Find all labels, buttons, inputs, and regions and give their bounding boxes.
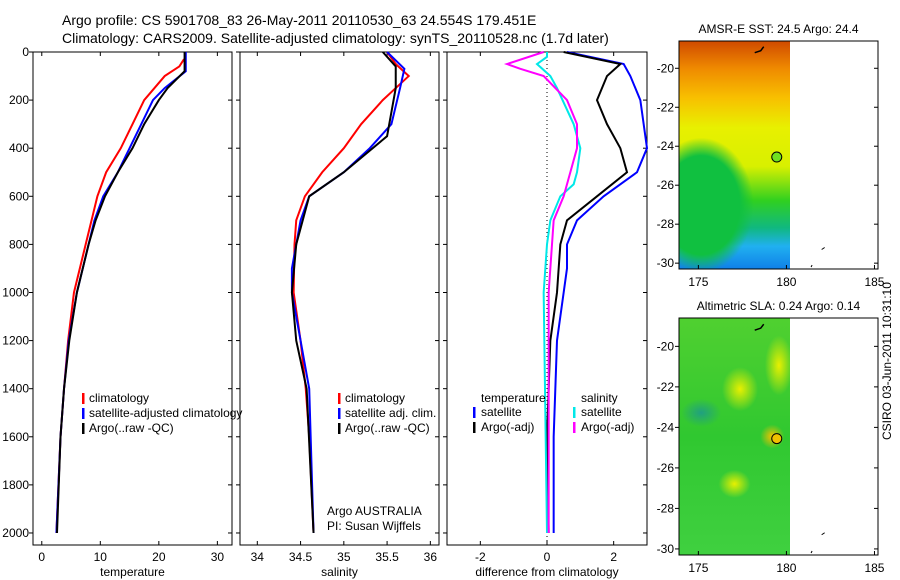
legend-swatch [473, 407, 476, 418]
x-tick-label: 35.5 [375, 550, 399, 564]
map-frame [678, 317, 879, 556]
y-tick-label: -20 [657, 339, 675, 353]
legend-entry: satellite [581, 405, 622, 419]
annotation-text: PI: Susan Wijffels [327, 519, 421, 533]
legend-swatch [338, 423, 341, 434]
island-outline [821, 247, 825, 250]
y-tick-label: -28 [657, 501, 675, 515]
y-tick-label: -20 [657, 61, 675, 75]
legend-entry: climatology [89, 391, 149, 405]
argo-position-marker [771, 151, 783, 163]
legend-entry: Argo(..raw -QC) [345, 421, 430, 435]
y-tick-label: -26 [657, 461, 675, 475]
series-line-blue [55, 52, 187, 534]
series-line-black [290, 51, 397, 534]
island-outline [754, 46, 765, 54]
legend-entry: satellite adj. clim. [345, 406, 436, 420]
legend-entry: satellite-adjusted climatology [89, 406, 242, 420]
x-axis-label: difference from climatology [475, 565, 618, 579]
series-line-cyan [535, 52, 582, 533]
y-tick-label: -24 [657, 420, 675, 434]
map-frame [678, 40, 879, 270]
series-line-black [55, 52, 186, 534]
legend-header-temperature: temperature [481, 391, 546, 405]
legend-swatch [473, 422, 476, 433]
y-tick-label: 0 [22, 45, 29, 59]
x-tick-label: 35 [337, 550, 351, 564]
side-label: CSIRO 03-Jun-2011 10:31:10 [880, 282, 894, 440]
legend-swatch [82, 408, 85, 419]
x-tick-label: 34 [251, 550, 265, 564]
legend-swatch [82, 423, 85, 434]
series-line-blue [552, 51, 649, 533]
plot-frame [32, 51, 233, 546]
legend-swatch [338, 408, 341, 419]
plot-frame [239, 51, 440, 546]
legend-entry: satellite [481, 405, 522, 419]
map-title: AMSR-E SST: 24.5 Argo: 24.4 [698, 22, 858, 36]
island-outline [810, 550, 813, 554]
y-tick-label: -28 [657, 217, 675, 231]
y-tick-label: 600 [9, 189, 29, 203]
y-tick-label: 800 [9, 237, 29, 251]
sst-map-image [679, 41, 790, 269]
series-line-black [545, 51, 629, 533]
island-outline [810, 264, 813, 268]
x-tick-label: 175 [688, 561, 708, 575]
annotation-text: Argo AUSTRALIA [327, 504, 422, 518]
legend-swatch [573, 422, 576, 433]
y-tick-label: -30 [657, 542, 675, 556]
x-tick-label: 185 [864, 275, 884, 289]
x-tick-label: 20 [152, 550, 166, 564]
x-tick-label: 180 [776, 275, 796, 289]
x-tick-label: 30 [211, 550, 225, 564]
title-line1: Argo profile: CS 5901708_83 26-May-2011 … [62, 12, 536, 28]
y-tick-label: 2000 [2, 526, 29, 540]
x-axis-label: temperature [100, 565, 165, 579]
legend-swatch [82, 393, 85, 404]
y-tick-label: -22 [657, 380, 675, 394]
y-tick-label: -24 [657, 139, 675, 153]
legend-entry: Argo(-adj) [481, 420, 534, 434]
x-tick-label: 175 [688, 275, 708, 289]
island-outline [754, 323, 765, 331]
x-tick-label: -2 [475, 550, 486, 564]
legend-header-salinity: salinity [581, 391, 618, 405]
y-tick-label: 200 [9, 93, 29, 107]
x-tick-label: 180 [776, 561, 796, 575]
legend-swatch [338, 393, 341, 404]
x-tick-label: 34.5 [289, 550, 313, 564]
sla-map-image [679, 318, 790, 555]
series-line-blue [290, 51, 406, 534]
x-tick-label: 2 [610, 550, 617, 564]
y-tick-label: 1600 [2, 430, 29, 444]
legend-entry: Argo(-adj) [581, 420, 634, 434]
map-title: Altimetric SLA: 0.24 Argo: 0.14 [697, 299, 861, 313]
x-tick-label: 0 [544, 550, 551, 564]
island-outline [821, 532, 825, 536]
legend-entry: climatology [345, 391, 405, 405]
x-axis-label: salinity [321, 565, 358, 579]
title-line2: Climatology: CARS2009. Satellite-adjuste… [62, 30, 609, 46]
series-line-magenta [503, 51, 578, 533]
x-tick-label: 36 [424, 550, 438, 564]
x-tick-label: 0 [38, 550, 45, 564]
y-tick-label: -22 [657, 100, 675, 114]
y-tick-label: 400 [9, 141, 29, 155]
y-tick-label: 1800 [2, 478, 29, 492]
y-tick-label: 1200 [2, 334, 29, 348]
x-tick-label: 10 [94, 550, 108, 564]
x-tick-label: 185 [864, 561, 884, 575]
y-tick-label: 1400 [2, 382, 29, 396]
y-tick-label: -26 [657, 178, 675, 192]
y-tick-label: -30 [657, 256, 675, 270]
argo-position-marker [771, 433, 783, 445]
y-tick-label: 1000 [2, 285, 29, 299]
legend-swatch [573, 407, 576, 418]
legend-entry: Argo(..raw -QC) [89, 421, 174, 435]
